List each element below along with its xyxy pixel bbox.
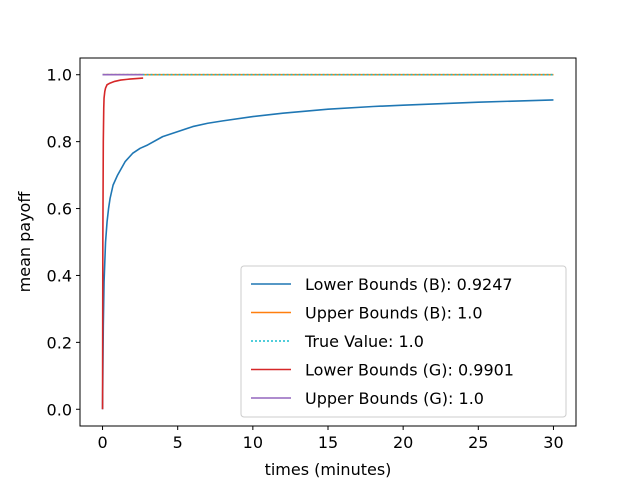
y-tick-label: 0.4 [47, 266, 72, 285]
legend-label-5: Upper Bounds (G): 1.0 [305, 389, 484, 408]
x-tick-label: 0 [97, 433, 107, 452]
y-tick-label: 0.6 [47, 200, 72, 219]
legend-box [240, 265, 567, 418]
x-axis-label: times (minutes) [265, 460, 392, 479]
y-tick-label: 0.0 [47, 400, 72, 419]
legend-label-4: Lower Bounds (G): 0.9901 [305, 361, 514, 380]
x-tick-label: 30 [543, 433, 563, 452]
x-tick-label: 20 [393, 433, 413, 452]
legend-label-1: Lower Bounds (B): 0.9247 [305, 275, 513, 294]
series-line-1 [101, 99, 554, 410]
y-axis-label: mean payoff [15, 191, 34, 293]
x-tick-label: 15 [318, 433, 338, 452]
legend: Lower Bounds (B): 0.9247 Upper Bounds (B)… [240, 265, 567, 418]
plot-marks [101, 73, 554, 410]
y-tick-label: 1.0 [47, 66, 72, 85]
legend-label-2: Upper Bounds (B): 1.0 [305, 304, 483, 323]
y-axis-ticks: 0.0 0.2 0.4 0.6 0.8 1.0 [47, 66, 80, 419]
y-tick-label: 0.8 [47, 133, 72, 152]
x-tick-label: 25 [468, 433, 488, 452]
y-tick-label: 0.2 [47, 333, 72, 352]
x-tick-label: 5 [173, 433, 183, 452]
x-tick-label: 10 [243, 433, 263, 452]
legend-label-3: True Value: 1.0 [304, 332, 424, 351]
x-axis-ticks: 0 5 10 15 20 25 30 [97, 426, 564, 452]
series-line-4 [101, 77, 144, 410]
